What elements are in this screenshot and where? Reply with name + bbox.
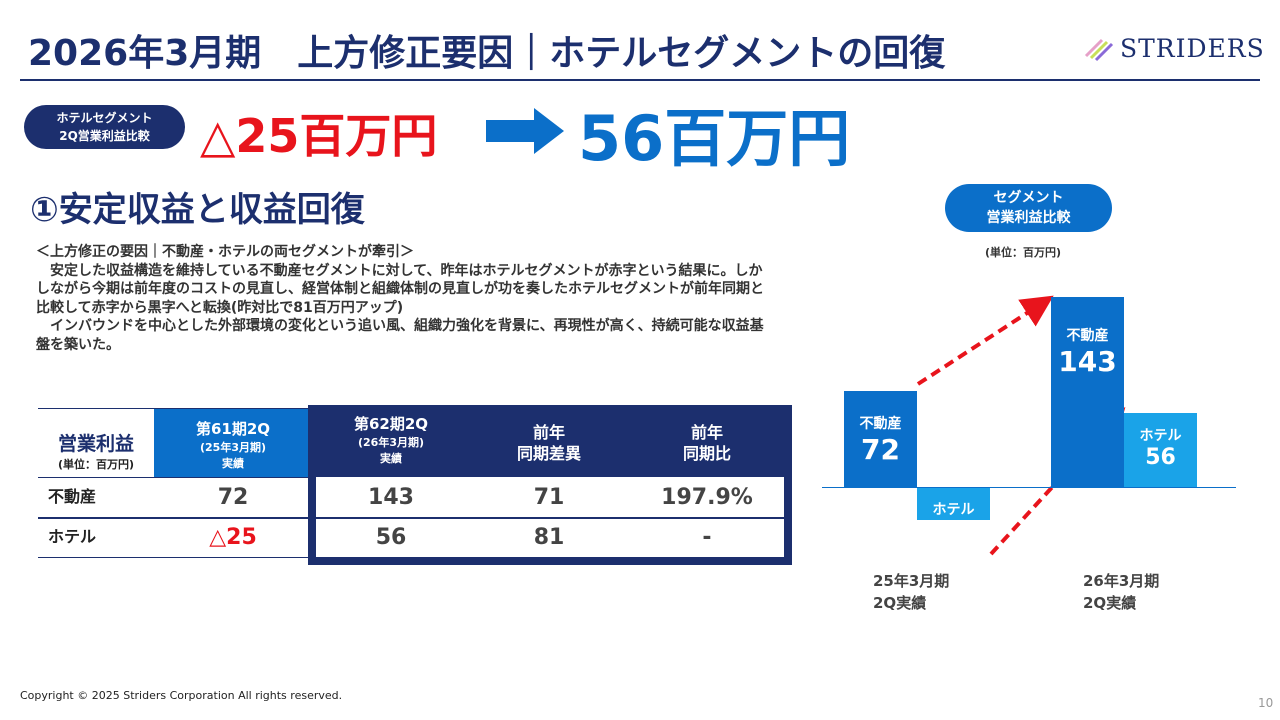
x-label-2026-l2: 2Q実績 — [1083, 594, 1137, 612]
copyright: Copyright © 2025 Striders Corporation Al… — [20, 689, 343, 702]
chart-unit: (単位：百万円) — [985, 246, 1062, 259]
logo-stripes-icon — [1084, 38, 1114, 62]
explanation-text: ＜上方修正の要因｜不動産・ホテルの両セグメントが牽引＞ 安定した収益構造を維持し… — [36, 243, 776, 354]
x-label-2026-l1: 26年3月期 — [1083, 572, 1160, 590]
chart-title-line2: 営業利益比較 — [986, 210, 1071, 226]
right-arrow-icon — [486, 108, 564, 154]
bar-series-label: ホテル — [1139, 427, 1182, 444]
bar-realestate-0: 不動産 72 — [844, 391, 917, 487]
col61-l3: 実績 — [222, 457, 244, 470]
bar-series-label: 不動産 — [1066, 327, 1109, 344]
x-label-2025: 25年3月期 2Q実績 — [873, 570, 949, 614]
para-title: ＜上方修正の要因｜不動産・ホテルの両セグメントが牽引＞ — [36, 244, 414, 260]
col-header-62: 第62期2Q (26年3月期) 実績 — [312, 405, 470, 477]
row-label-realestate: 不動産 — [48, 487, 97, 506]
cell-hotel-62: 56 — [375, 525, 407, 550]
table-row-line — [38, 477, 312, 478]
diff-l1: 前年 — [532, 423, 565, 442]
diff-l2: 同期差異 — [516, 444, 581, 463]
logo-text: STRIDERS — [1120, 34, 1265, 63]
para-1: 安定した収益構造を維持している不動産セグメントに対して、昨年はホテルセグメントが… — [36, 262, 764, 316]
segment-pill-line2: 2Q営業利益比較 — [59, 129, 150, 143]
bar-hotel-1: ホテル 56 — [1124, 412, 1197, 487]
ratio-l1: 前年 — [690, 423, 723, 442]
bar-value-label: 72 — [861, 433, 900, 467]
navy-header-band — [308, 405, 792, 477]
table-row-line — [38, 517, 792, 519]
col-header-diff: 前年 同期差異 — [470, 405, 628, 477]
company-logo: STRIDERS — [1084, 28, 1264, 68]
chart-title-line1: セグメント — [993, 190, 1064, 206]
table-top-line — [38, 408, 312, 409]
growth-arrow-realestate — [916, 295, 1054, 386]
row-label-hotel: ホテル — [48, 527, 97, 546]
cell-realestate-61: 72 — [217, 485, 249, 510]
profit-after: 56百万円 — [578, 102, 851, 175]
bar-series-label: 不動産 — [859, 416, 902, 433]
section-heading: ①安定収益と収益回復 — [30, 190, 365, 230]
table-row-line — [38, 557, 312, 558]
para-2: インバウンドを中心とした外部環境の変化という追い風、組織力強化を背景に、再現性が… — [36, 318, 764, 353]
table-label-unit: (単位：百万円) — [57, 458, 135, 471]
bar-value-label: △25 — [929, 519, 978, 544]
table-label-main: 営業利益 — [57, 433, 134, 455]
col61-l2: (25年3月期) — [199, 441, 267, 454]
cell-realestate-62: 143 — [368, 485, 414, 510]
highlight-frame — [308, 405, 792, 565]
x-label-2026: 26年3月期 2Q実績 — [1083, 570, 1159, 614]
table-label-header: 営業利益 (単位：百万円) — [38, 409, 154, 481]
col62-l2: (26年3月期) — [357, 436, 425, 449]
cell-hotel-61: △25 — [209, 525, 257, 550]
cell-hotel-diff: 81 — [533, 525, 565, 550]
x-label-2025-l1: 25年3月期 — [873, 572, 950, 590]
bar-hotel-0: ホテル △25 — [917, 487, 990, 544]
header-rule — [20, 79, 1260, 81]
cell-realestate-diff: 71 — [533, 485, 565, 510]
col62-l3: 実績 — [380, 452, 402, 465]
bar-realestate-1: 不動産 143 — [1051, 296, 1124, 487]
col61-l1: 第61期2Q — [195, 420, 271, 438]
col-header-ratio: 前年 同期比 — [628, 405, 786, 477]
bar-value-label: 143 — [1058, 344, 1117, 378]
cell-hotel-ratio: - — [702, 525, 712, 550]
page-title: 2026年3月期 上方修正要因｜ホテルセグメントの回復 — [28, 33, 946, 74]
cell-realestate-ratio: 197.9% — [661, 485, 753, 510]
x-label-2025-l2: 2Q実績 — [873, 594, 927, 612]
profit-before: △25百万円 — [200, 109, 438, 163]
col-header-61: 第61期2Q (25年3月期) 実績 — [154, 409, 312, 477]
chart-title-pill: セグメント 営業利益比較 — [945, 184, 1112, 232]
profit-table: 営業利益 (単位：百万円) 第61期2Q (25年3月期) 実績 第62期2Q … — [38, 405, 792, 565]
chart-zero-axis — [822, 487, 1236, 488]
bar-value-label: 56 — [1145, 444, 1176, 470]
segment-pill: ホテルセグメント 2Q営業利益比較 — [24, 105, 185, 149]
ratio-l2: 同期比 — [682, 444, 731, 463]
page-number: 10 — [1258, 696, 1274, 710]
bar-series-label: ホテル — [932, 502, 975, 518]
segment-pill-line1: ホテルセグメント — [56, 111, 153, 125]
col62-l1: 第62期2Q — [353, 415, 429, 433]
